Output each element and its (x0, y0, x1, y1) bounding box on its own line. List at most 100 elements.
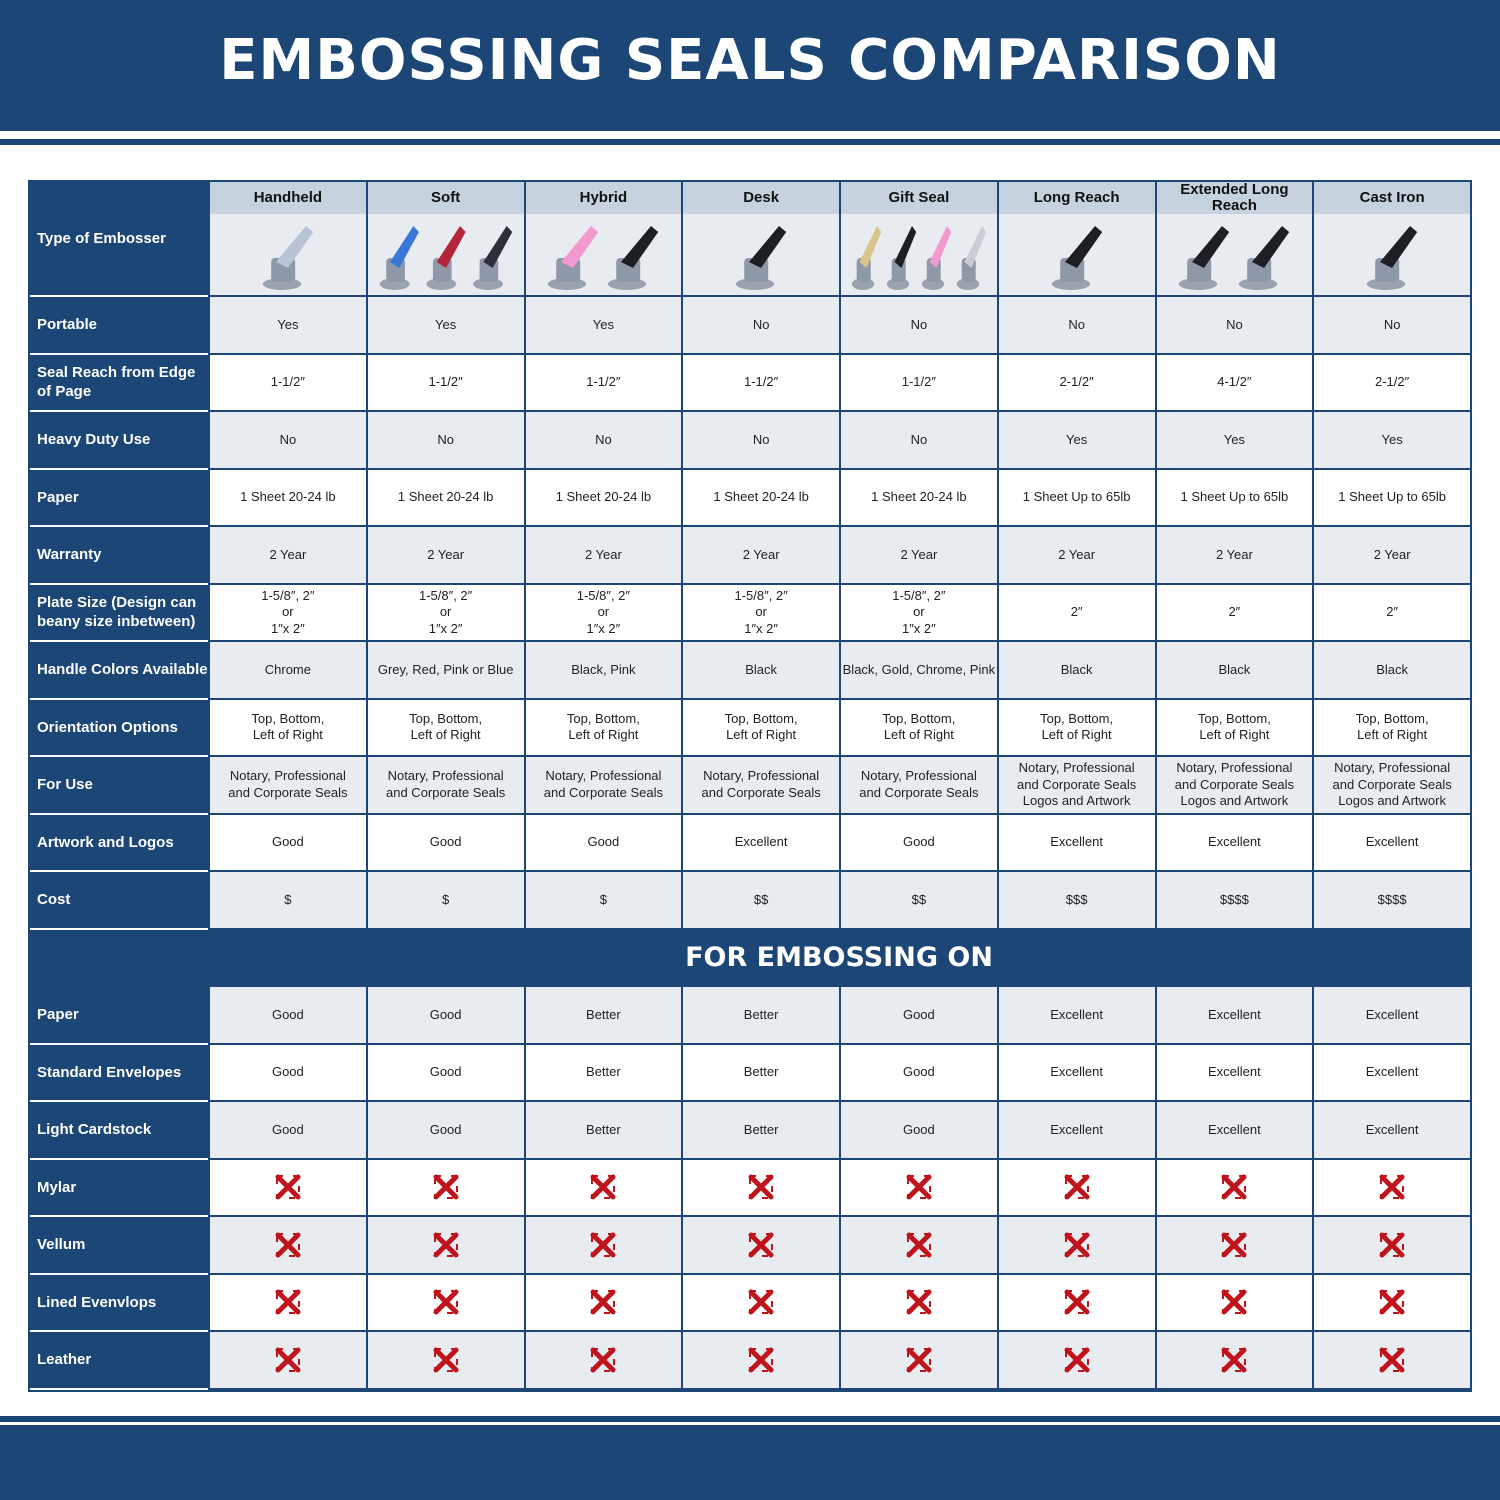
value-cell: Excellent (1312, 814, 1470, 872)
not-supported-cell (996, 1159, 1155, 1217)
not-supported-cell (839, 1217, 997, 1275)
row-label: Light Cardstock (30, 1102, 208, 1160)
column-name: Handheld (210, 182, 366, 214)
value-cell: Better (681, 987, 839, 1045)
row-label: Heavy Duty Use (30, 412, 208, 470)
value-cell: Top, Bottom, Left of Right (365, 699, 524, 757)
title-banner: EMBOSSING SEALS COMPARISON (0, 0, 1500, 131)
value-cell: Yes (208, 297, 366, 355)
table-row: Lined Evenvlops (30, 1274, 1470, 1332)
value-cell: Excellent (1312, 1102, 1470, 1160)
value-cell: No (681, 297, 839, 355)
table-row: Handle Colors Available Chrome Grey, Red, … (30, 642, 1470, 700)
not-supported-cell (365, 1332, 524, 1390)
value-cell: Good (208, 1044, 366, 1102)
divider (0, 139, 1500, 145)
table-row: Light Cardstock Good Good Better Better Good E… (30, 1102, 1470, 1160)
value-cell: 1-1/2″ (208, 354, 366, 412)
value-cell: Better (681, 1044, 839, 1102)
not-supported-cell (523, 1274, 682, 1332)
value-cell: $$ (839, 872, 997, 930)
embosser-image (1051, 225, 1102, 290)
value-cell: No (996, 297, 1155, 355)
row-label: Orientation Options (30, 699, 208, 757)
value-cell: Good (208, 814, 366, 872)
value-cell: Black (681, 642, 839, 700)
x-icon (1379, 1289, 1405, 1315)
product-image (258, 214, 318, 295)
footer-banner (0, 1425, 1500, 1500)
value-cell: No (365, 412, 524, 470)
row-label: Plate Size (Design can beany size inbetw… (30, 584, 208, 642)
column-header: Hybrid (523, 182, 682, 297)
x-icon (590, 1289, 616, 1315)
value-cell: 2 Year (1154, 527, 1313, 585)
not-supported-cell (839, 1159, 997, 1217)
column-header: Gift Seal (839, 182, 997, 297)
not-supported-cell (996, 1332, 1155, 1390)
value-cell: Good (208, 987, 366, 1045)
x-icon (1379, 1174, 1405, 1200)
value-cell: Top, Bottom, Left of Right (208, 699, 366, 757)
x-icon (1064, 1289, 1090, 1315)
value-cell: $$$$ (1154, 872, 1313, 930)
value-cell: Notary, Professional and Corporate Seals (681, 757, 839, 815)
value-cell: 2 Year (681, 527, 839, 585)
value-cell: Good (365, 1044, 524, 1102)
value-cell: Yes (523, 297, 682, 355)
value-cell: Top, Bottom, Left of Right (523, 699, 682, 757)
x-icon (906, 1174, 932, 1200)
table-row: Heavy Duty Use No No No No No Yes Yes Yes (30, 412, 1470, 470)
embosser-image (379, 225, 512, 290)
value-cell: Notary, Professional and Corporate Seals… (1154, 757, 1313, 815)
x-icon (590, 1174, 616, 1200)
x-icon (1221, 1232, 1247, 1258)
value-cell: Top, Bottom, Left of Right (996, 699, 1155, 757)
value-cell: 1-1/2″ (681, 354, 839, 412)
value-cell: Notary, Professional and Corporate Seals… (1312, 757, 1470, 815)
value-cell: Good (839, 1102, 997, 1160)
value-cell: $$$ (996, 872, 1155, 930)
x-icon (748, 1174, 774, 1200)
not-supported-cell (1154, 1274, 1313, 1332)
value-cell: Excellent (1154, 1102, 1313, 1160)
not-supported-cell (681, 1159, 839, 1217)
row-label: Warranty (30, 527, 208, 585)
value-cell: Black, Pink (523, 642, 682, 700)
value-cell: 1-5/8″, 2″ or 1″x 2″ (208, 584, 366, 642)
value-cell: 2″ (996, 584, 1155, 642)
value-cell: 2 Year (1312, 527, 1470, 585)
not-supported-cell (208, 1332, 366, 1390)
column-name: Soft (367, 182, 524, 214)
product-image (543, 214, 663, 295)
value-cell: Excellent (1154, 814, 1313, 872)
product-image (376, 214, 516, 295)
value-cell: 1-5/8″, 2″ or 1″x 2″ (839, 584, 997, 642)
section-header: FOR EMBOSSING ON (30, 929, 1470, 987)
value-cell: Good (365, 1102, 524, 1160)
row-label: Artwork and Logos (30, 814, 208, 872)
row-label: Standard Envelopes (30, 1044, 208, 1102)
table-row: Vellum (30, 1217, 1470, 1275)
value-cell: 1 Sheet Up to 65lb (1312, 469, 1470, 527)
table-row: Paper 1 Sheet 20-24 lb 1 Sheet 20-24 lb 1 S… (30, 469, 1470, 527)
not-supported-cell (1312, 1274, 1470, 1332)
column-name: Gift Seal (841, 182, 997, 214)
value-cell: Better (523, 1102, 682, 1160)
value-cell: Black, Gold, Chrome, Pink (839, 642, 997, 700)
value-cell: 1 Sheet 20-24 lb (365, 469, 524, 527)
not-supported-cell (1154, 1159, 1313, 1217)
table-row: Plate Size (Design can beany size inbetw… (30, 584, 1470, 642)
not-supported-cell (681, 1274, 839, 1332)
value-cell: Notary, Professional and Corporate Seals… (996, 757, 1155, 815)
x-icon (906, 1347, 932, 1373)
value-cell: 2 Year (208, 527, 366, 585)
value-cell: 1-1/2″ (365, 354, 524, 412)
row-label: Type of Embosser (30, 182, 208, 297)
embosser-image (735, 225, 787, 290)
table-row: Leather (30, 1332, 1470, 1390)
table-row: For Use Notary, Professional and Corporat… (30, 757, 1470, 815)
value-cell: 1 Sheet Up to 65lb (1154, 469, 1313, 527)
value-cell: 2-1/2″ (996, 354, 1155, 412)
column-name: Extended Long Reach (1156, 181, 1313, 214)
